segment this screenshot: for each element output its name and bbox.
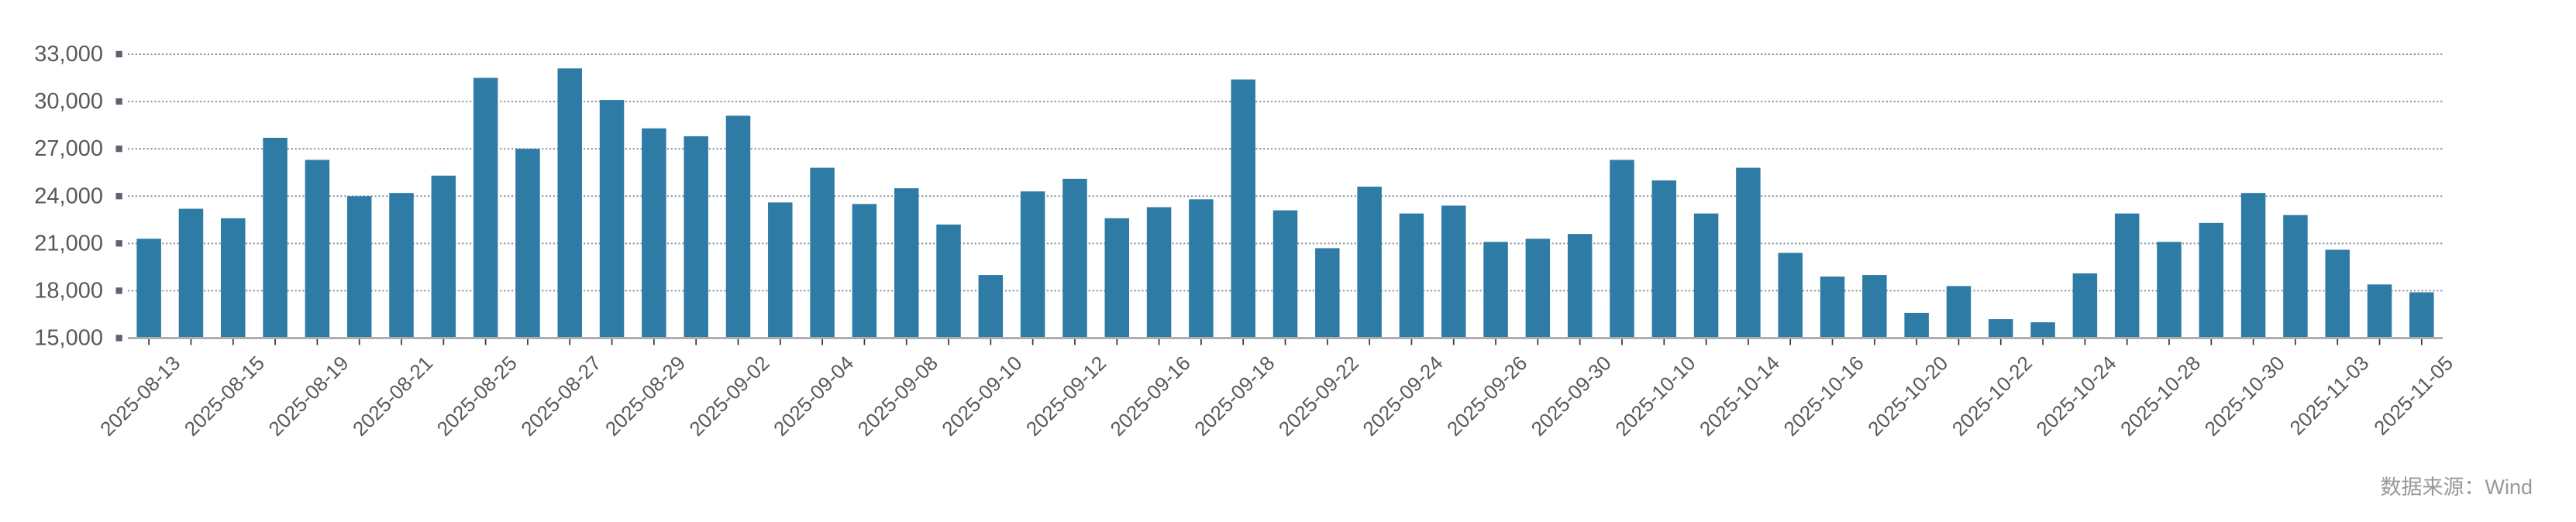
svg-text:27,000: 27,000 [34, 136, 103, 161]
svg-text:2025-10-28: 2025-10-28 [2116, 352, 2205, 441]
svg-text:2025-10-16: 2025-10-16 [1779, 352, 1868, 441]
svg-text:2025-09-30: 2025-09-30 [1527, 352, 1616, 441]
svg-text:数据来源：Wind: 数据来源：Wind [2380, 476, 2533, 499]
svg-text:2025-11-03: 2025-11-03 [2285, 352, 2374, 440]
svg-text:2025-09-12: 2025-09-12 [1021, 352, 1111, 441]
svg-text:30,000: 30,000 [34, 89, 103, 114]
svg-text:2025-10-30: 2025-10-30 [2200, 352, 2289, 441]
svg-text:33,000: 33,000 [34, 42, 103, 67]
svg-text:2025-09-02: 2025-09-02 [684, 352, 773, 441]
svg-text:2025-09-08: 2025-09-08 [853, 352, 942, 441]
svg-text:15,000: 15,000 [34, 326, 103, 351]
svg-text:2025-09-26: 2025-09-26 [1442, 352, 1531, 441]
svg-text:2025-10-14: 2025-10-14 [1695, 352, 1784, 441]
svg-text:2025-08-19: 2025-08-19 [263, 352, 353, 441]
svg-text:2025-09-22: 2025-09-22 [1274, 352, 1363, 441]
svg-text:2025-10-24: 2025-10-24 [2031, 352, 2120, 441]
svg-text:2025-08-15: 2025-08-15 [180, 352, 269, 441]
svg-text:2025-10-10: 2025-10-10 [1610, 352, 1700, 441]
svg-text:2025-08-27: 2025-08-27 [516, 352, 605, 441]
svg-text:2025-08-13: 2025-08-13 [95, 352, 184, 441]
svg-text:2025-09-16: 2025-09-16 [1106, 352, 1195, 441]
svg-text:2025-09-10: 2025-09-10 [937, 352, 1026, 441]
svg-text:2025-09-18: 2025-09-18 [1190, 352, 1279, 441]
svg-text:2025-08-29: 2025-08-29 [601, 352, 690, 441]
svg-text:2025-10-22: 2025-10-22 [1947, 352, 2037, 441]
svg-text:2025-10-20: 2025-10-20 [1863, 352, 1952, 441]
svg-text:18,000: 18,000 [34, 278, 103, 303]
svg-text:2025-09-04: 2025-09-04 [769, 352, 858, 441]
svg-text:2025-11-05: 2025-11-05 [2369, 352, 2457, 440]
svg-text:21,000: 21,000 [34, 231, 103, 256]
svg-text:2025-08-21: 2025-08-21 [348, 352, 437, 441]
svg-text:2025-09-24: 2025-09-24 [1358, 352, 1447, 441]
svg-text:24,000: 24,000 [34, 184, 103, 208]
svg-text:2025-08-25: 2025-08-25 [432, 352, 522, 441]
